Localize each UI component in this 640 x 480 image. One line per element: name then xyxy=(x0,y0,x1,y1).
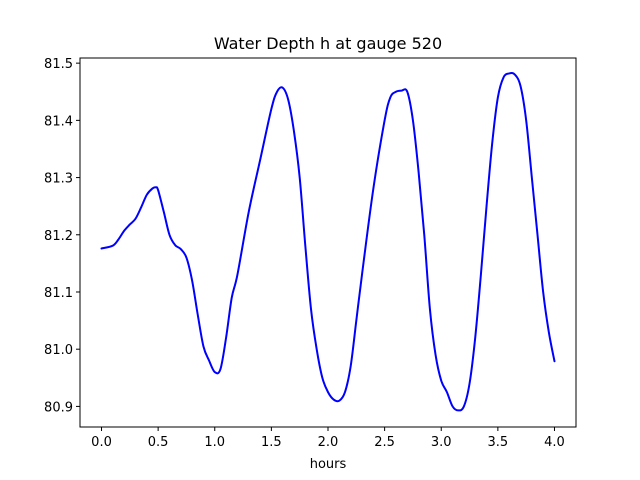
chart-title: Water Depth h at gauge 520 xyxy=(214,34,442,53)
y-tick-label: 81.1 xyxy=(44,286,73,301)
y-tick-label: 81.0 xyxy=(44,343,73,358)
x-tick-label: 2.5 xyxy=(374,435,395,450)
x-axis-label: hours xyxy=(310,457,347,472)
x-tick-label: 2.0 xyxy=(318,435,339,450)
y-tick-label: 80.9 xyxy=(44,400,73,415)
x-tick-label: 0.5 xyxy=(148,435,169,450)
x-tick-label: 1.5 xyxy=(261,435,282,450)
x-tick-label: 1.0 xyxy=(204,435,225,450)
x-tick-label: 0.0 xyxy=(91,435,112,450)
plot-area: 0.0 0.5 1.0 1.5 2.0 2.5 3.0 3.5 4.0 80.9 81.0 81.1 8… xyxy=(44,57,577,450)
y-tick-label: 81.5 xyxy=(44,57,73,72)
x-tick-label: 3.0 xyxy=(431,435,452,450)
y-tick-label: 81.3 xyxy=(44,172,73,187)
axes-frame xyxy=(79,57,577,428)
y-tick-label: 81.2 xyxy=(44,229,73,244)
series-line-0 xyxy=(100,72,556,412)
x-tick-label: 4.0 xyxy=(544,435,565,450)
y-tick-label: 81.4 xyxy=(44,114,73,129)
x-tick-label: 3.5 xyxy=(488,435,509,450)
